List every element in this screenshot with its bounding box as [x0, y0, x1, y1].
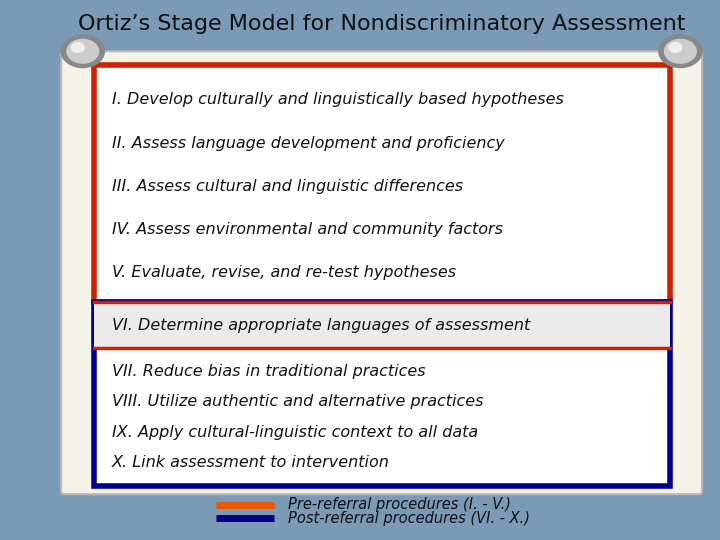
Circle shape [669, 43, 682, 52]
Circle shape [67, 39, 99, 63]
Text: II. Assess language development and proficiency: II. Assess language development and prof… [112, 136, 504, 151]
Text: VI. Determine appropriate languages of assessment: VI. Determine appropriate languages of a… [112, 318, 530, 333]
Text: Ortiz’s Stage Model for Nondiscriminatory Assessment: Ortiz’s Stage Model for Nondiscriminator… [78, 14, 685, 35]
Circle shape [665, 39, 696, 63]
Bar [94, 302, 670, 486]
Text: VII. Reduce bias in traditional practices: VII. Reduce bias in traditional practice… [112, 364, 426, 379]
Circle shape [659, 35, 702, 68]
Bar [94, 302, 670, 348]
Text: I. Develop culturally and linguistically based hypotheses: I. Develop culturally and linguistically… [112, 92, 564, 107]
Text: Post-referral procedures (VI. - X.): Post-referral procedures (VI. - X.) [288, 511, 530, 526]
Circle shape [61, 35, 104, 68]
Text: VIII. Utilize authentic and alternative practices: VIII. Utilize authentic and alternative … [112, 394, 483, 409]
Text: IX. Apply cultural-linguistic context to all data: IX. Apply cultural-linguistic context to… [112, 425, 478, 440]
Text: IV. Assess environmental and community factors: IV. Assess environmental and community f… [112, 222, 503, 237]
Text: III. Assess cultural and linguistic differences: III. Assess cultural and linguistic diff… [112, 179, 463, 194]
Text: V. Evaluate, revise, and re-test hypotheses: V. Evaluate, revise, and re-test hypothe… [112, 265, 456, 280]
Bar [94, 65, 670, 302]
Text: X. Link assessment to intervention: X. Link assessment to intervention [112, 455, 390, 470]
Circle shape [71, 43, 84, 52]
Text: Pre-referral procedures (I. - V.): Pre-referral procedures (I. - V.) [288, 497, 511, 512]
FancyBboxPatch shape [61, 51, 702, 494]
